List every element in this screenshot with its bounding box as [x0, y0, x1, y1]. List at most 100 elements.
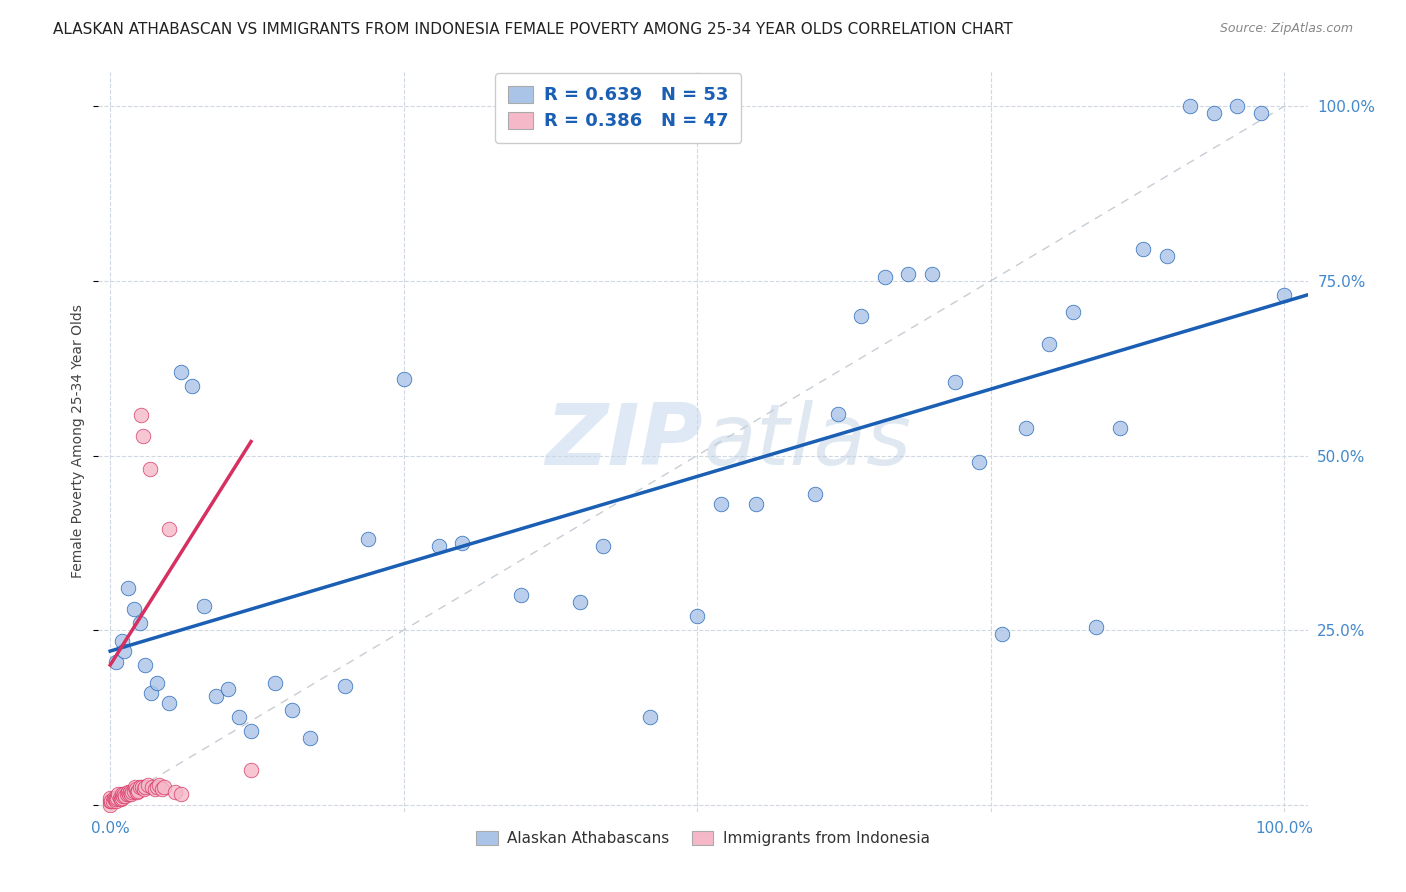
- Point: [1062, 305, 1084, 319]
- Point: [131, 780, 153, 795]
- Point: [357, 533, 380, 547]
- Point: [181, 378, 204, 392]
- Point: [104, 792, 127, 806]
- Point: [298, 731, 321, 746]
- Point: [1250, 106, 1272, 120]
- Point: [1226, 99, 1249, 113]
- Point: [1132, 243, 1154, 257]
- Point: [1156, 250, 1178, 264]
- Point: [128, 780, 150, 795]
- Text: ZIP: ZIP: [546, 400, 703, 483]
- Point: [1085, 619, 1108, 633]
- Point: [148, 778, 170, 792]
- Point: [107, 787, 129, 801]
- Point: [121, 785, 143, 799]
- Point: [141, 780, 163, 795]
- Point: [333, 679, 356, 693]
- Point: [120, 787, 142, 801]
- Point: [124, 780, 146, 795]
- Text: atlas: atlas: [703, 400, 911, 483]
- Point: [217, 682, 239, 697]
- Legend: Alaskan Athabascans, Immigrants from Indonesia: Alaskan Athabascans, Immigrants from Ind…: [470, 824, 936, 852]
- Point: [1202, 106, 1225, 120]
- Point: [228, 710, 250, 724]
- Point: [114, 789, 136, 804]
- Point: [153, 780, 176, 795]
- Point: [921, 267, 943, 281]
- Point: [710, 497, 733, 511]
- Point: [117, 785, 139, 799]
- Point: [169, 365, 191, 379]
- Text: Source: ZipAtlas.com: Source: ZipAtlas.com: [1219, 22, 1353, 36]
- Point: [143, 782, 166, 797]
- Point: [803, 487, 825, 501]
- Point: [169, 787, 191, 801]
- Point: [105, 792, 128, 806]
- Point: [897, 267, 920, 281]
- Point: [873, 270, 896, 285]
- Point: [105, 790, 128, 805]
- Point: [111, 787, 134, 801]
- Point: [110, 792, 132, 806]
- Point: [568, 595, 591, 609]
- Point: [163, 785, 186, 799]
- Point: [111, 790, 134, 805]
- Point: [827, 407, 849, 421]
- Point: [100, 794, 122, 808]
- Point: [134, 658, 156, 673]
- Point: [451, 536, 474, 550]
- Point: [991, 626, 1014, 640]
- Point: [193, 599, 215, 613]
- Point: [117, 581, 139, 595]
- Point: [1038, 336, 1060, 351]
- Point: [945, 375, 967, 389]
- Point: [125, 782, 148, 797]
- Point: [592, 539, 614, 553]
- Point: [150, 782, 173, 797]
- Point: [112, 644, 135, 658]
- Point: [127, 785, 149, 799]
- Text: ALASKAN ATHABASCAN VS IMMIGRANTS FROM INDONESIA FEMALE POVERTY AMONG 25-34 YEAR : ALASKAN ATHABASCAN VS IMMIGRANTS FROM IN…: [53, 22, 1014, 37]
- Point: [111, 633, 134, 648]
- Point: [98, 794, 121, 808]
- Point: [1108, 420, 1130, 434]
- Point: [122, 602, 145, 616]
- Point: [745, 497, 768, 511]
- Point: [136, 778, 159, 792]
- Point: [128, 616, 150, 631]
- Point: [98, 797, 121, 812]
- Point: [204, 690, 226, 704]
- Point: [105, 794, 128, 808]
- Point: [134, 780, 156, 795]
- Point: [115, 787, 138, 801]
- Point: [1015, 420, 1038, 434]
- Point: [122, 784, 145, 798]
- Point: [132, 429, 155, 443]
- Point: [240, 763, 263, 777]
- Point: [1180, 99, 1202, 113]
- Point: [120, 785, 142, 799]
- Point: [851, 309, 873, 323]
- Point: [510, 588, 533, 602]
- Point: [146, 780, 169, 795]
- Point: [139, 462, 162, 476]
- Point: [157, 697, 180, 711]
- Point: [240, 724, 263, 739]
- Point: [103, 790, 125, 805]
- Point: [112, 789, 135, 804]
- Point: [112, 787, 135, 801]
- Point: [141, 686, 163, 700]
- Point: [118, 787, 141, 801]
- Point: [101, 794, 124, 808]
- Point: [263, 675, 285, 690]
- Point: [281, 703, 304, 717]
- Point: [967, 455, 990, 469]
- Point: [638, 710, 661, 724]
- Point: [108, 790, 131, 805]
- Point: [134, 782, 156, 797]
- Point: [157, 522, 180, 536]
- Point: [427, 539, 450, 553]
- Point: [127, 784, 149, 798]
- Point: [105, 655, 128, 669]
- Point: [146, 675, 169, 690]
